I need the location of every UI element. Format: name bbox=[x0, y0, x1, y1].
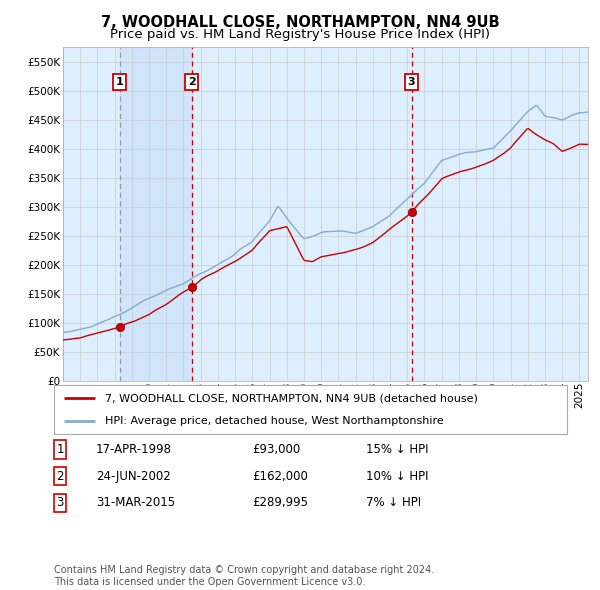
Text: 1: 1 bbox=[116, 77, 124, 87]
Text: 3: 3 bbox=[56, 496, 64, 509]
Text: £289,995: £289,995 bbox=[252, 496, 308, 509]
Text: 1: 1 bbox=[56, 443, 64, 456]
Text: 31-MAR-2015: 31-MAR-2015 bbox=[96, 496, 175, 509]
Text: £93,000: £93,000 bbox=[252, 443, 300, 456]
Text: Price paid vs. HM Land Registry's House Price Index (HPI): Price paid vs. HM Land Registry's House … bbox=[110, 28, 490, 41]
Text: Contains HM Land Registry data © Crown copyright and database right 2024.
This d: Contains HM Land Registry data © Crown c… bbox=[54, 565, 434, 587]
Text: 17-APR-1998: 17-APR-1998 bbox=[96, 443, 172, 456]
Text: 2: 2 bbox=[56, 470, 64, 483]
Text: 3: 3 bbox=[408, 77, 415, 87]
Text: 10% ↓ HPI: 10% ↓ HPI bbox=[366, 470, 428, 483]
Text: £162,000: £162,000 bbox=[252, 470, 308, 483]
Bar bbox=[119, 47, 192, 381]
Text: 7, WOODHALL CLOSE, NORTHAMPTON, NN4 9UB (detached house): 7, WOODHALL CLOSE, NORTHAMPTON, NN4 9UB … bbox=[106, 394, 478, 404]
Text: 7, WOODHALL CLOSE, NORTHAMPTON, NN4 9UB: 7, WOODHALL CLOSE, NORTHAMPTON, NN4 9UB bbox=[101, 15, 499, 30]
Text: 15% ↓ HPI: 15% ↓ HPI bbox=[366, 443, 428, 456]
Text: HPI: Average price, detached house, West Northamptonshire: HPI: Average price, detached house, West… bbox=[106, 415, 444, 425]
Text: 7% ↓ HPI: 7% ↓ HPI bbox=[366, 496, 421, 509]
Text: 2: 2 bbox=[188, 77, 196, 87]
Text: 24-JUN-2002: 24-JUN-2002 bbox=[96, 470, 171, 483]
